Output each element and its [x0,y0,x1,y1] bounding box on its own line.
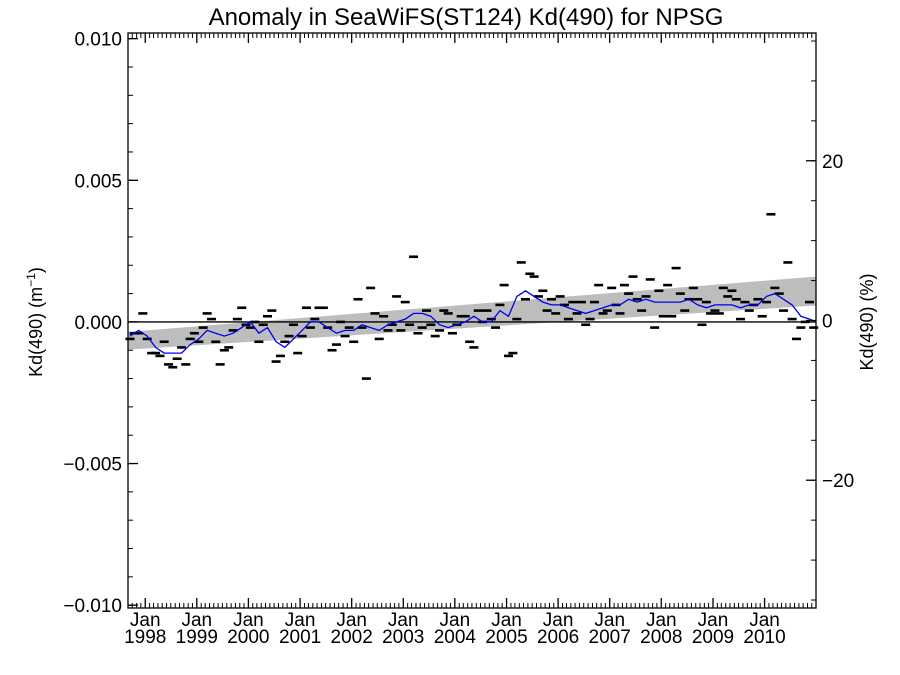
trend-band-layer [128,276,816,350]
smoothed-anomaly-line-layer [129,290,817,354]
y-tick-label: −0.010 [63,596,122,617]
y-tick-label: −0.005 [63,455,122,476]
x-tick-month-label: Jan [285,610,316,631]
x-tick-year-label: 2006 [537,627,579,648]
y-axis-right-title: Kd(490) (%) [857,273,877,370]
x-tick-month-label: Jan [440,610,471,631]
y-axis-left-title-close: ) [26,267,46,273]
x-tick-year-label: 2000 [227,627,269,648]
y-axis-right: −20 0 20 [806,40,854,601]
x-tick-year-label: 2005 [485,627,527,648]
smoothed-anomaly-line [129,290,817,354]
chart-title: Anomaly in SeaWiFS(ST124) Kd(490) for NP… [209,4,724,31]
x-tick-month-label: Jan [543,610,574,631]
y-tick-label: 0.010 [74,30,122,51]
x-tick-year-label: 2008 [640,627,682,648]
y-right-tick-label: −20 [822,471,854,492]
x-tick-month-label: Jan [233,610,264,631]
x-tick-month-label: Jan [181,610,212,631]
y-right-tick-label: 20 [822,152,843,173]
monthly-anomaly-markers [125,212,819,380]
x-tick-year-label: 2007 [589,627,631,648]
x-tick-year-label: 2004 [434,627,477,648]
y-axis-left-title: Kd(490) (m−1) [24,267,46,377]
y-axis-left: −0.010 −0.005 0.000 0.005 0.010 [63,30,138,617]
x-axis: Jan1998Jan1999Jan2000Jan2001Jan2002Jan20… [124,33,813,648]
y-axis-left-title-superscript: −1 [24,273,38,287]
y-tick-label: 0.000 [74,313,122,334]
x-tick-year-label: 1999 [176,627,218,648]
x-tick-month-label: Jan [130,610,161,631]
x-tick-year-label: 2009 [692,627,734,648]
x-tick-year-label: 2002 [331,627,373,648]
x-tick-month-label: Jan [491,610,522,631]
trend-confidence-band [128,276,816,350]
y-axis-left-title-main: Kd(490) (m [26,287,46,377]
plot-area [125,32,819,609]
x-tick-month-label: Jan [594,610,625,631]
x-tick-year-label: 1998 [124,627,166,648]
x-tick-month-label: Jan [336,610,367,631]
y-right-tick-label: 0 [822,312,833,333]
x-tick-year-label: 2001 [279,627,321,648]
x-tick-month-label: Jan [646,610,677,631]
x-tick-month-label: Jan [749,610,780,631]
x-tick-year-label: 2010 [743,627,785,648]
y-tick-label: 0.005 [74,171,122,192]
x-tick-month-label: Jan [388,610,419,631]
x-tick-year-label: 2003 [382,627,424,648]
x-tick-month-label: Jan [698,610,729,631]
